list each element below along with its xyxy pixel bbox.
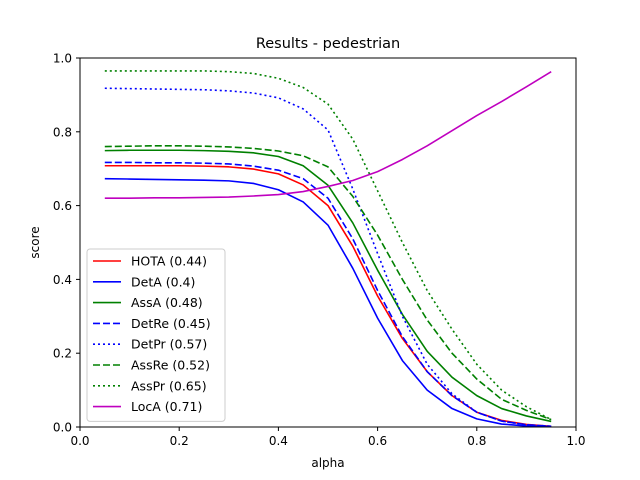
y-tick-label: 1.0 bbox=[53, 52, 72, 66]
legend-entry-label: DetA (0.4) bbox=[131, 274, 195, 289]
x-tick-label: 0.4 bbox=[269, 434, 288, 448]
x-tick-label: 1.0 bbox=[566, 434, 585, 448]
legend-entry-label: HOTA (0.44) bbox=[131, 254, 207, 269]
x-tick-label: 0.2 bbox=[170, 434, 189, 448]
legend-entry-label: DetRe (0.45) bbox=[131, 316, 211, 331]
legend-entry-label: AssA (0.48) bbox=[131, 295, 203, 310]
x-axis-label: alpha bbox=[311, 456, 344, 470]
legend-entry-label: AssPr (0.65) bbox=[131, 378, 207, 393]
y-tick-label: 0.8 bbox=[53, 125, 72, 139]
chart-title: Results - pedestrian bbox=[256, 36, 400, 52]
series-line-1 bbox=[104, 177, 552, 428]
legend-entry-label: DetPr (0.57) bbox=[131, 337, 207, 352]
y-tick-label: 0.2 bbox=[53, 347, 72, 361]
y-tick-label: 0.6 bbox=[53, 199, 72, 213]
plot-frame bbox=[79, 57, 577, 428]
series-line-3 bbox=[104, 161, 552, 428]
x-tick-label: 0.6 bbox=[368, 434, 387, 448]
y-tick-label: 0.4 bbox=[53, 273, 72, 287]
x-tick-label: 0.0 bbox=[70, 434, 89, 448]
legend-entry-label: LocA (0.71) bbox=[131, 399, 202, 414]
series-line-6 bbox=[104, 70, 552, 421]
series-line-7 bbox=[104, 70, 552, 200]
x-axis-ticks: 0.0 0.2 0.4 0.6 0.8 1.0 bbox=[70, 427, 586, 448]
series-line-2 bbox=[104, 149, 552, 423]
y-axis-label: score bbox=[28, 226, 42, 258]
legend-box bbox=[86, 248, 226, 422]
y-tick-label: 0.0 bbox=[53, 421, 72, 435]
y-axis-ticks: 0.0 0.2 0.4 0.6 0.8 1.0 bbox=[53, 52, 80, 435]
plot-lines bbox=[104, 70, 552, 428]
legend: HOTA (0.44) DetA (0.4) AssA (0.48) DetRe (0… bbox=[86, 248, 226, 422]
series-line-5 bbox=[104, 145, 552, 421]
legend-entry-label: AssRe (0.52) bbox=[131, 358, 210, 373]
x-tick-label: 0.8 bbox=[467, 434, 486, 448]
